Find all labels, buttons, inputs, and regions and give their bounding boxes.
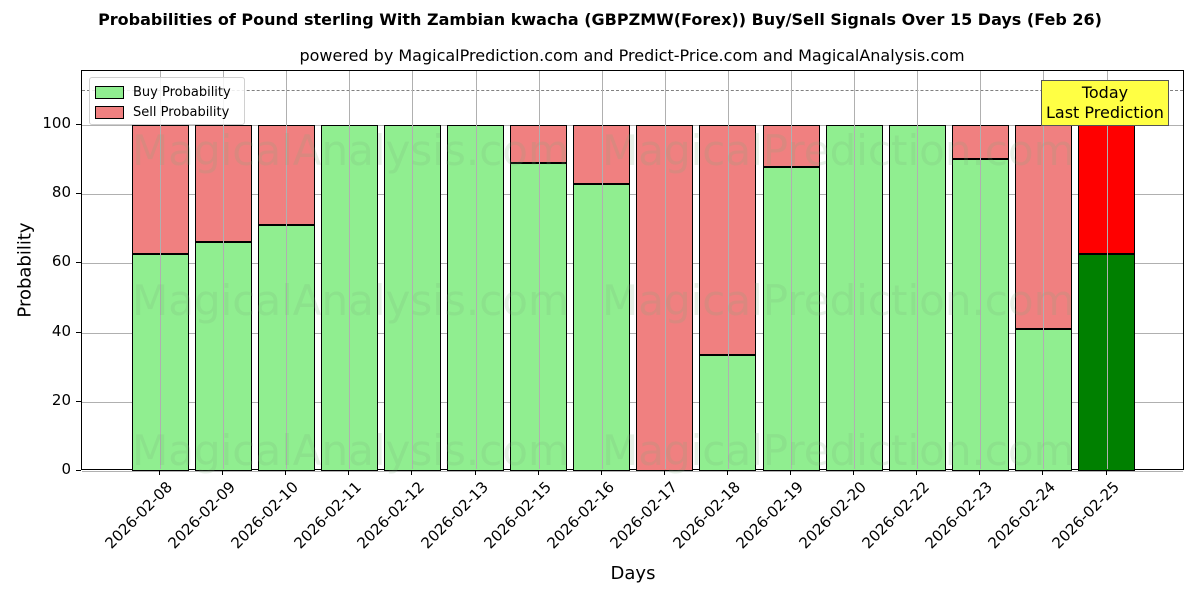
- x-tick-label: 2026-02-08: [101, 478, 176, 553]
- gridline-h: [82, 125, 1183, 126]
- gridline-h: [82, 263, 1183, 265]
- gridline-v: [1106, 71, 1108, 469]
- chart-subtitle: powered by MagicalPrediction.com and Pre…: [299, 46, 965, 65]
- gridline-v: [791, 71, 792, 469]
- x-tick-mark: [663, 470, 665, 475]
- x-tick-mark: [159, 470, 160, 475]
- gridline-v: [475, 71, 477, 469]
- gridline-v: [664, 71, 666, 469]
- legend-sell-label: Sell Probability: [133, 104, 230, 120]
- gridline-v: [349, 71, 351, 469]
- gridline-v: [538, 71, 540, 469]
- x-tick-mark: [790, 470, 791, 475]
- y-tick-label: 20: [51, 390, 71, 409]
- x-tick-label: 2026-02-22: [858, 478, 934, 553]
- today-annotation: Today Last Prediction: [1041, 80, 1169, 126]
- annotation-line1: Today: [1081, 83, 1129, 102]
- y-tick-label: 100: [42, 114, 71, 132]
- x-tick-mark: [348, 470, 350, 475]
- gridline-v: [412, 71, 414, 469]
- gridline-v: [727, 71, 729, 469]
- threshold-line: [82, 90, 1183, 92]
- gridline-v: [1043, 71, 1045, 469]
- gridline-v: [854, 71, 856, 469]
- y-tick-label: 0: [61, 460, 71, 478]
- y-tick-label: 40: [51, 321, 71, 340]
- x-tick-label: 2026-02-11: [290, 478, 366, 553]
- x-tick-mark: [285, 470, 287, 475]
- x-tick-mark: [474, 470, 476, 475]
- x-tick-label: 2026-02-23: [921, 478, 997, 553]
- chart-title: Probabilities of Pound sterling With Zam…: [98, 10, 1102, 29]
- gridline-v: [601, 71, 603, 469]
- x-tick-label: 2026-02-25: [1048, 478, 1123, 553]
- plot-area: Buy Probability Sell Probability Today L…: [81, 70, 1184, 475]
- legend: Buy Probability Sell Probability: [89, 77, 245, 125]
- gridline-v: [223, 71, 225, 469]
- x-tick-label: 2026-02-09: [164, 478, 240, 553]
- y-tick-mark: [76, 193, 81, 195]
- x-axis-label: Days: [610, 563, 656, 584]
- x-tick-label: 2026-02-19: [732, 478, 807, 553]
- x-tick-mark: [916, 470, 918, 475]
- sell-swatch-icon: [95, 105, 124, 119]
- x-tick-label: 2026-02-24: [984, 478, 1060, 553]
- x-tick-mark: [979, 470, 981, 475]
- x-tick-mark: [726, 470, 728, 475]
- legend-buy-label: Buy Probability: [133, 84, 231, 100]
- x-tick-label: 2026-02-16: [543, 478, 618, 553]
- x-tick-mark: [222, 470, 224, 475]
- gridline-v: [980, 71, 982, 469]
- x-tick-label: 2026-02-18: [669, 478, 744, 553]
- gridline-v: [160, 71, 161, 469]
- y-tick-mark: [76, 400, 81, 402]
- gridline-h: [82, 401, 1183, 403]
- y-tick-mark: [76, 331, 81, 333]
- y-tick-label: 60: [51, 252, 71, 271]
- y-tick-mark: [76, 470, 81, 471]
- x-tick-mark: [1042, 470, 1044, 475]
- x-tick-label: 2026-02-10: [227, 478, 303, 553]
- y-tick-mark: [76, 124, 81, 125]
- x-tick-label: 2026-02-13: [417, 478, 492, 553]
- x-tick-label: 2026-02-12: [353, 478, 429, 553]
- y-tick-label: 80: [51, 183, 71, 202]
- annotation-line2: Last Prediction: [1046, 103, 1164, 122]
- x-tick-mark: [1105, 470, 1107, 475]
- gridline-v: [917, 71, 919, 469]
- x-tick-mark: [411, 470, 413, 475]
- gridline-h: [82, 194, 1183, 196]
- y-tick-mark: [76, 262, 81, 264]
- legend-item-buy: Buy Probability: [95, 84, 231, 100]
- gridline-v: [286, 71, 288, 469]
- x-tick-label: 2026-02-17: [606, 478, 681, 553]
- x-tick-mark: [537, 470, 539, 475]
- x-tick-mark: [600, 470, 602, 475]
- gridline-h: [82, 471, 1183, 472]
- legend-item-sell: Sell Probability: [95, 104, 229, 120]
- gridline-h: [82, 332, 1183, 334]
- buy-swatch-icon: [95, 85, 124, 99]
- x-tick-label: 2026-02-20: [795, 478, 871, 553]
- x-tick-mark: [853, 470, 855, 475]
- y-axis-label: Probability: [14, 222, 36, 318]
